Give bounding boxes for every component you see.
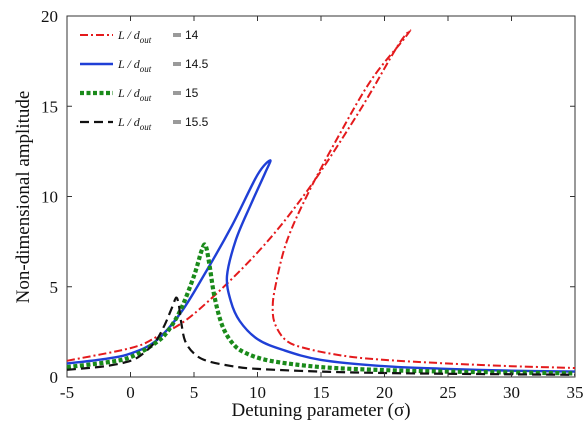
series-line-2 — [66, 159, 576, 373]
x-tick-label: 20 — [376, 383, 393, 402]
x-tick-label: 5 — [190, 383, 199, 402]
x-tick-label: -5 — [60, 383, 74, 402]
x-tick-label: 35 — [567, 383, 583, 402]
y-tick-label: 10 — [41, 188, 58, 207]
x-tick-label: 30 — [503, 383, 520, 402]
legend-value-4: 15.5 — [185, 115, 209, 129]
y-tick-label: 20 — [41, 7, 58, 26]
y-tick-label: 0 — [50, 368, 59, 387]
y-axis-label: Non-dimensional amplitude — [13, 91, 34, 304]
x-tick-label: 25 — [440, 383, 457, 402]
legend-label-1: L / dout — [117, 28, 152, 45]
x-axis-label: Detuning parameter (σ) — [231, 400, 410, 421]
y-tick-label: 15 — [41, 97, 58, 116]
legend-equals-mark — [173, 33, 181, 37]
legend-label-4: L / dout — [117, 115, 152, 132]
legend-value-1: 14 — [185, 28, 199, 42]
x-tick-label: 15 — [313, 383, 330, 402]
legend-value-2: 14.5 — [185, 57, 209, 71]
y-tick-label: 5 — [50, 278, 59, 297]
legend-equals-mark — [173, 62, 181, 66]
legend-equals-mark — [173, 120, 181, 124]
series-line-1 — [66, 29, 576, 369]
legend-equals-mark — [173, 91, 181, 95]
x-tick-label: 10 — [249, 383, 266, 402]
legend-value-3: 15 — [185, 86, 199, 100]
series-line-4 — [66, 296, 576, 376]
legend-label-2: L / dout — [117, 57, 152, 74]
legend: L / dout 14 L / dout 14.5 L / dout 15 L / dout… — [80, 28, 209, 132]
series-curves — [66, 29, 576, 376]
legend-label-3: L / dout — [117, 86, 152, 103]
x-tick-label: 0 — [126, 383, 135, 402]
